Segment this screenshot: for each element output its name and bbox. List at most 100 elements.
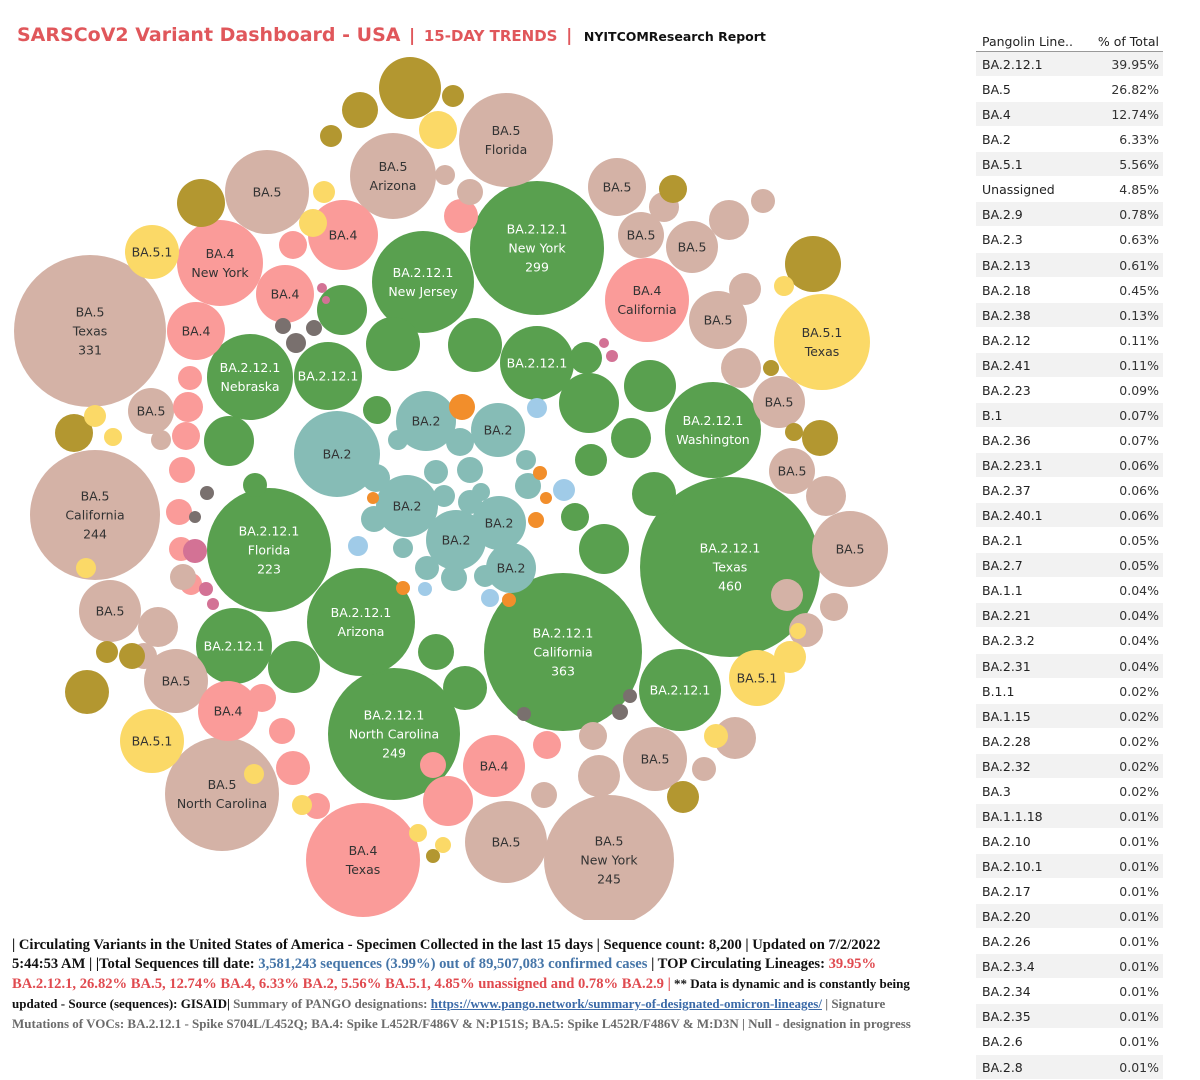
- lineage-row[interactable]: BA.2.6 0.01%: [976, 1029, 1163, 1055]
- bubble-ba-2-12-1[interactable]: [443, 666, 487, 710]
- bubble-ba-5[interactable]: [623, 727, 687, 791]
- bubble-ba-5-1[interactable]: [104, 428, 122, 446]
- bubble-ba-2-18[interactable]: [306, 320, 322, 336]
- bubble-ba-2-18[interactable]: [286, 333, 306, 353]
- bubble-ba-2-13[interactable]: [553, 479, 575, 501]
- bubble-ba-2-9[interactable]: [177, 179, 225, 227]
- lineage-row[interactable]: BA.1.15 0.02%: [976, 703, 1163, 729]
- bubble-ba-2-9[interactable]: [320, 125, 342, 147]
- pango-link[interactable]: https://www.pango.network/summary-of-des…: [430, 996, 822, 1011]
- bubble-ba-5[interactable]: [721, 348, 761, 388]
- bubble-ba-2-3[interactable]: [540, 492, 552, 504]
- bubble-ba-5-1[interactable]: [76, 558, 96, 578]
- lineage-row[interactable]: BA.2.23 0.09%: [976, 378, 1163, 403]
- bubble-ba-4[interactable]: [169, 457, 195, 483]
- bubble-other[interactable]: [599, 338, 609, 348]
- bubble-ba-5[interactable]: [465, 801, 547, 883]
- bubble-ba-2-3[interactable]: [533, 466, 547, 480]
- bubble-ba-2[interactable]: [433, 485, 455, 507]
- bubble-ba-5[interactable]: [170, 564, 196, 590]
- bubble-ba-2-18[interactable]: [189, 511, 201, 523]
- lineage-row[interactable]: BA.2.7 0.05%: [976, 553, 1163, 579]
- lineage-row[interactable]: BA.2.3.2 0.04%: [976, 628, 1163, 654]
- lineage-row[interactable]: BA.2.23.1 0.06%: [976, 453, 1163, 479]
- bubble-ba-4[interactable]: [166, 499, 192, 525]
- bubble-ba-2-12-1[interactable]: [559, 373, 619, 433]
- bubble-ba-4[interactable]: [444, 199, 478, 233]
- bubble-other[interactable]: [183, 539, 207, 563]
- bubble-other[interactable]: [322, 296, 330, 304]
- bubble-ba-5[interactable]: [79, 580, 141, 642]
- bubble-ba-2-9[interactable]: [342, 92, 378, 128]
- bubble-ba-2-9[interactable]: [426, 849, 440, 863]
- bubble-ba-2-12-1[interactable]: [196, 608, 272, 684]
- bubble-ba-5-1[interactable]: [790, 623, 806, 639]
- bubble-ba-5[interactable]: [729, 273, 761, 305]
- lineage-row[interactable]: BA.2.38 0.13%: [976, 302, 1163, 328]
- bubble-ba-4[interactable]: [248, 684, 276, 712]
- lineage-row[interactable]: BA.2.18 0.45%: [976, 278, 1163, 303]
- bubble-ba-2-12-1[interactable]: [484, 573, 642, 731]
- bubble-ba-2-9[interactable]: [119, 643, 145, 669]
- bubble-ba-5[interactable]: [588, 158, 646, 216]
- bubble-ba-2-9[interactable]: [785, 423, 803, 441]
- bubble-ba-5-1[interactable]: [774, 641, 806, 673]
- bubble-ba-2-3[interactable]: [449, 394, 475, 420]
- bubble-ba-2-12-1[interactable]: [570, 342, 602, 374]
- bubble-other[interactable]: [207, 598, 219, 610]
- bubble-ba-2-9[interactable]: [442, 85, 464, 107]
- lineage-row[interactable]: BA.2.21 0.04%: [976, 603, 1163, 629]
- bubble-ba-5-1[interactable]: [299, 209, 327, 237]
- bubble-ba-2[interactable]: [471, 403, 525, 457]
- bubble-ba-2-9[interactable]: [96, 641, 118, 663]
- lineage-row[interactable]: BA.4 12.74%: [976, 102, 1163, 128]
- bubble-ba-5[interactable]: [812, 511, 888, 587]
- bubble-ba-5[interactable]: [769, 448, 815, 494]
- bubble-ba-2-9[interactable]: [379, 57, 441, 119]
- bubble-ba-2-12-1[interactable]: [268, 641, 320, 693]
- lineage-row[interactable]: BA.2.3.4 0.01%: [976, 954, 1163, 980]
- bubble-ba-5-1[interactable]: [120, 709, 184, 773]
- bubble-ba-4[interactable]: [172, 422, 200, 450]
- bubble-ba-2-9[interactable]: [763, 360, 779, 376]
- bubble-ba-5-1[interactable]: [729, 650, 785, 706]
- bubble-ba-5-1[interactable]: [409, 824, 427, 842]
- bubble-ba-2-12-1[interactable]: [317, 285, 367, 335]
- bubble-other[interactable]: [606, 350, 618, 362]
- bubble-ba-2-12-1[interactable]: [418, 634, 454, 670]
- bubble-ba-2[interactable]: [457, 457, 483, 483]
- bubble-ba-5-1[interactable]: [704, 724, 728, 748]
- lineage-row[interactable]: BA.2.20 0.01%: [976, 904, 1163, 930]
- lineage-row[interactable]: BA.2.3 0.63%: [976, 227, 1163, 253]
- bubble-ba-4[interactable]: [533, 731, 561, 759]
- bubble-ba-2-12-1[interactable]: [307, 568, 415, 676]
- bubble-ba-2-18[interactable]: [200, 486, 214, 500]
- bubble-ba-2-12-1[interactable]: [207, 334, 293, 420]
- bubble-ba-5[interactable]: [771, 579, 803, 611]
- bubble-ba-2[interactable]: [426, 510, 486, 570]
- bubble-ba-2-12-1[interactable]: [640, 477, 820, 657]
- bubble-ba-2-9[interactable]: [55, 414, 93, 452]
- lineage-row[interactable]: BA.3 0.02%: [976, 779, 1163, 804]
- bubble-ba-5[interactable]: [714, 717, 756, 759]
- bubble-ba-5[interactable]: [820, 593, 848, 621]
- lineage-row[interactable]: Unassigned 4.85%: [976, 177, 1163, 203]
- lineage-row[interactable]: BA.2.26 0.01%: [976, 929, 1163, 955]
- bubble-ba-5[interactable]: [350, 133, 436, 219]
- bubble-ba-4[interactable]: [177, 220, 263, 306]
- bubble-ba-5[interactable]: [151, 430, 171, 450]
- bubble-ba-5[interactable]: [30, 450, 160, 580]
- lineage-row[interactable]: BA.2.1 0.05%: [976, 528, 1163, 554]
- bubble-ba-2-13[interactable]: [348, 536, 368, 556]
- lineage-row[interactable]: BA.5 26.82%: [976, 77, 1163, 103]
- bubble-ba-2-12-1[interactable]: [207, 488, 331, 612]
- bubble-ba-2-3[interactable]: [367, 492, 379, 504]
- bubble-ba-5[interactable]: [14, 255, 166, 407]
- bubble-ba-2-12-1[interactable]: [470, 181, 604, 315]
- bubble-ba-5[interactable]: [144, 649, 208, 713]
- bubble-ba-2-9[interactable]: [65, 670, 109, 714]
- bubble-ba-2-18[interactable]: [517, 707, 531, 721]
- bubble-ba-2[interactable]: [393, 538, 413, 558]
- bubble-ba-5[interactable]: [459, 93, 553, 187]
- bubble-ba-2[interactable]: [515, 473, 541, 499]
